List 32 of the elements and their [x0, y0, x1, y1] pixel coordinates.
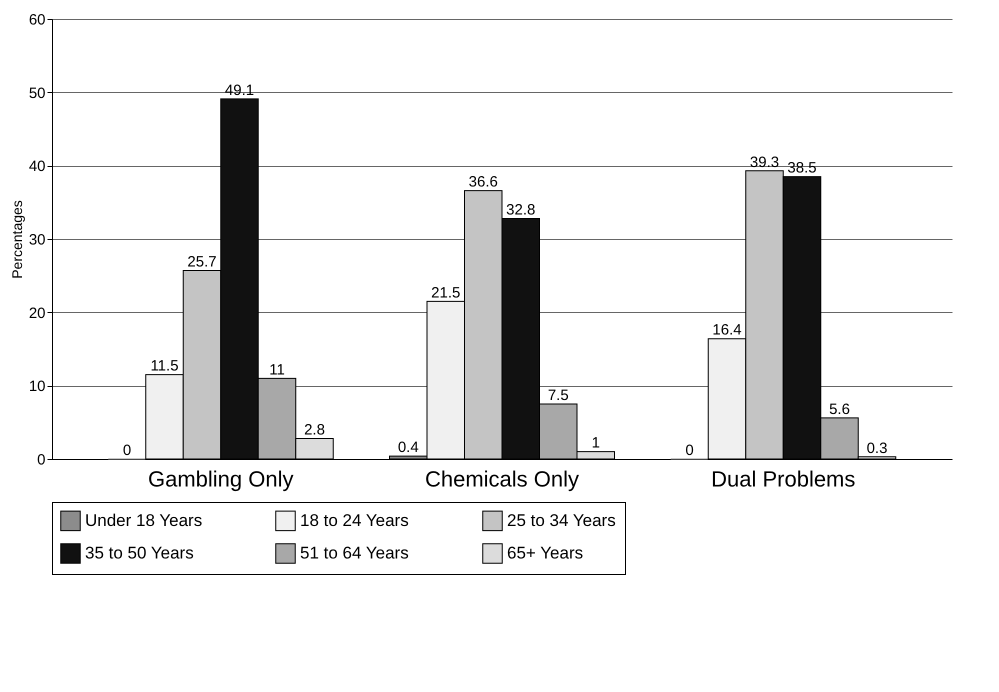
legend-label: 35 to 50 Years: [85, 544, 194, 562]
y-tick-label: 60: [28, 12, 46, 28]
y-tick-label: 0: [37, 452, 46, 468]
data-label: 16.4: [712, 322, 742, 339]
data-label: 1: [592, 434, 600, 452]
data-label: 32.8: [506, 201, 536, 218]
legend-label: 18 to 24 Years: [300, 510, 409, 530]
x-tick-label: Dual Problems: [711, 466, 856, 492]
y-tick-label: 40: [28, 158, 46, 176]
data-label: 7.5: [548, 387, 569, 404]
data-label: 11: [269, 361, 285, 378]
x-tick-label: Chemicals Only: [424, 466, 580, 492]
data-label: 36.6: [468, 174, 498, 191]
data-label: 0.4: [398, 439, 419, 456]
data-label: 25.7: [187, 254, 217, 271]
x-tick-label: Gambling Only: [148, 466, 294, 492]
data-label: 21.5: [431, 284, 460, 302]
legend-label: Under 18 Years: [85, 510, 202, 530]
data-label: 11.5: [150, 358, 179, 375]
legend-label: 25 to 34 Years: [507, 510, 616, 530]
data-label: 5.6: [829, 400, 850, 418]
data-label: 0.3: [866, 440, 888, 457]
y-tick-label: 30: [28, 232, 46, 248]
legend-label: 51 to 64 Years: [300, 544, 409, 562]
y-tick-label: 20: [28, 304, 46, 322]
y-tick-label: 10: [28, 378, 46, 396]
y-tick-label: 50: [28, 84, 46, 102]
data-label: 0: [685, 442, 694, 459]
legend-label: 65+ Years: [507, 544, 584, 562]
data-label: 2.8: [304, 421, 325, 438]
y-axis-title: Percentages: [8, 200, 25, 279]
data-label: 0: [122, 442, 132, 459]
